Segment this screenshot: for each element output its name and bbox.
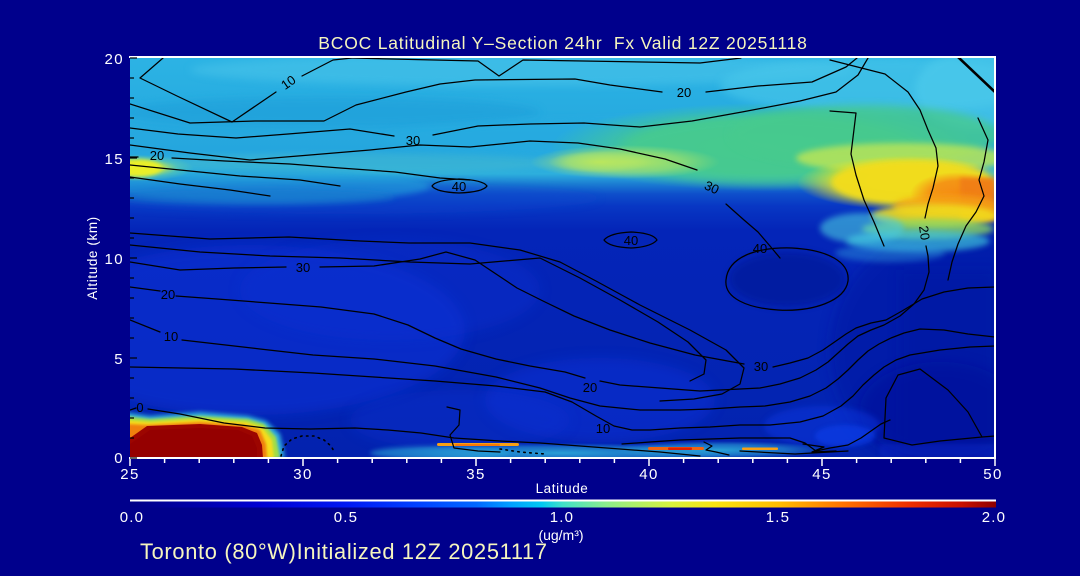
svg-text:0: 0 <box>114 450 124 467</box>
svg-text:Toronto (80°W)Initialized 12Z: Toronto (80°W)Initialized 12Z 20251117 <box>140 539 548 564</box>
svg-text:10: 10 <box>596 421 610 436</box>
svg-text:20: 20 <box>150 148 164 163</box>
svg-text:10: 10 <box>105 251 125 268</box>
svg-text:20: 20 <box>583 380 597 395</box>
svg-text:20: 20 <box>105 51 125 68</box>
svg-text:2.0: 2.0 <box>982 509 1006 526</box>
svg-text:0.5: 0.5 <box>334 509 358 526</box>
svg-text:Latitude: Latitude <box>536 481 589 496</box>
svg-text:10: 10 <box>278 72 298 93</box>
svg-text:0: 0 <box>136 400 143 415</box>
svg-text:40: 40 <box>452 179 466 194</box>
svg-text:1.5: 1.5 <box>766 509 790 526</box>
svg-text:10: 10 <box>164 329 178 344</box>
svg-text:1.0: 1.0 <box>550 509 574 526</box>
svg-text:35: 35 <box>466 466 486 483</box>
svg-text:30: 30 <box>702 178 721 198</box>
svg-text:30: 30 <box>293 466 313 483</box>
svg-text:45: 45 <box>812 466 832 483</box>
svg-text:Altitude (km): Altitude (km) <box>85 216 100 300</box>
svg-text:5: 5 <box>114 351 124 368</box>
svg-text:0.0: 0.0 <box>120 509 144 526</box>
svg-text:BCOC Latitudinal Y–Section 24h: BCOC Latitudinal Y–Section 24hr Fx Valid… <box>318 33 807 53</box>
svg-text:40: 40 <box>624 233 638 248</box>
svg-text:30: 30 <box>406 133 420 148</box>
svg-text:15: 15 <box>105 151 125 168</box>
svg-text:20: 20 <box>161 287 175 302</box>
svg-text:30: 30 <box>754 359 768 374</box>
svg-text:40: 40 <box>639 466 659 483</box>
svg-text:50: 50 <box>983 466 1003 483</box>
svg-text:(ug/m³): (ug/m³) <box>538 527 583 543</box>
svg-text:30: 30 <box>296 260 310 275</box>
svg-text:25: 25 <box>120 466 140 483</box>
svg-text:40: 40 <box>753 241 767 256</box>
svg-text:20: 20 <box>916 225 933 241</box>
svg-text:20: 20 <box>677 85 691 100</box>
